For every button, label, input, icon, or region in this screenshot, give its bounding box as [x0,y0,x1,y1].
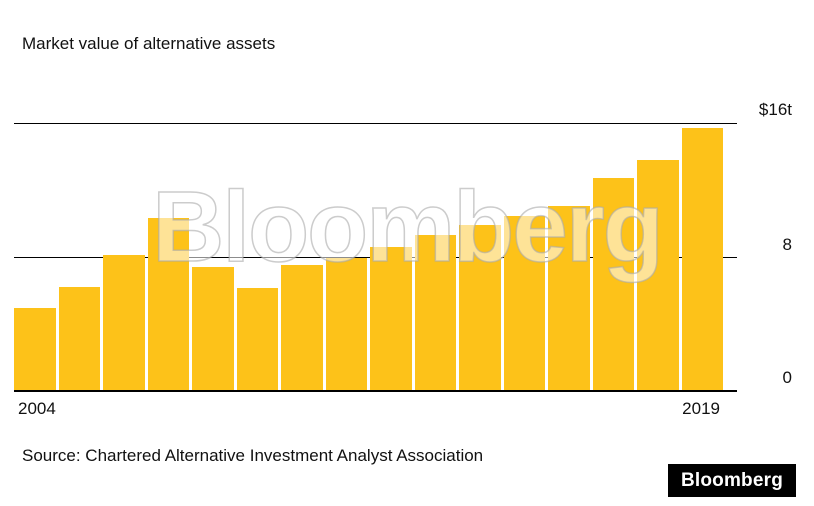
source-credit: Source: Chartered Alternative Investment… [22,446,484,465]
plot-area [14,123,723,390]
chart-title: Market value of alternative assets [22,34,276,53]
bar-2007 [147,218,189,390]
bar-2017 [592,178,634,390]
bar-2005 [58,286,100,390]
bar-2009 [236,288,278,390]
x-axis-line [14,390,737,392]
chart-area [14,123,737,392]
bar-2008 [192,266,234,390]
bar-2019 [681,128,723,390]
y-tick-label-8: 8 [782,235,792,254]
bar-2013 [414,234,456,390]
bar-2004 [14,308,56,390]
gridline-16t [14,123,737,124]
bar-2014 [459,224,501,390]
bar-2006 [103,254,145,390]
bar-2010 [281,264,323,390]
bar-2015 [503,216,545,390]
bar-2012 [370,246,412,390]
x-tick-label-2019: 2019 [682,399,720,418]
y-tick-label-0: 0 [782,368,792,387]
bar-2011 [325,258,367,390]
bar-2016 [548,206,590,390]
x-tick-label-2004: 2004 [18,399,56,418]
bloomberg-logo: Bloomberg [668,464,796,497]
y-tick-label-16t: $16t [758,100,792,119]
bar-2018 [637,159,679,390]
